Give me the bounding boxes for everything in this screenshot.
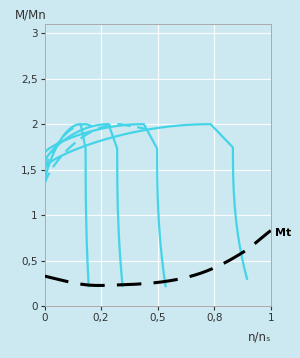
Text: M/Mn: M/Mn: [15, 8, 47, 21]
Text: Mt: Mt: [275, 228, 292, 238]
Text: n/nₛ: n/nₛ: [248, 330, 271, 343]
